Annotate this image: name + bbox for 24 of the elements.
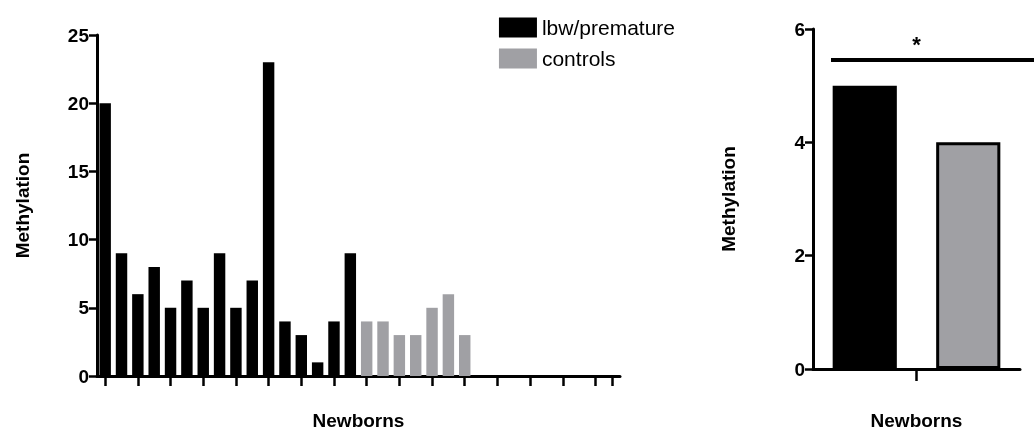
y-tick-label: 2	[794, 245, 805, 267]
legend-label: controls	[541, 47, 616, 70]
bar	[393, 335, 406, 376]
y-tick-label: 20	[67, 92, 89, 114]
y-tick-label: 25	[67, 24, 90, 46]
y-tick-label: 5	[78, 297, 90, 319]
bar	[360, 321, 373, 376]
bar	[377, 321, 389, 376]
y-tick-label: 0	[794, 358, 805, 380]
y-tick-label: 0	[78, 365, 89, 387]
y-axis-title: Methylation	[718, 146, 739, 252]
annotation: *	[912, 31, 922, 57]
bar	[426, 307, 438, 376]
y-axis-title: Methylation	[12, 152, 33, 259]
bar	[409, 335, 422, 376]
x-axis-title: Newborns	[870, 410, 963, 431]
y-tick-label: 6	[794, 18, 805, 40]
y-tick-label: 4	[794, 131, 806, 153]
bar	[459, 335, 471, 376]
y-tick-label: 15	[67, 160, 90, 182]
legend-label: lbw/premature	[541, 16, 676, 39]
bar	[442, 294, 455, 376]
x-axis-title: Newborns	[312, 410, 405, 431]
y-tick-label: 10	[67, 229, 89, 251]
